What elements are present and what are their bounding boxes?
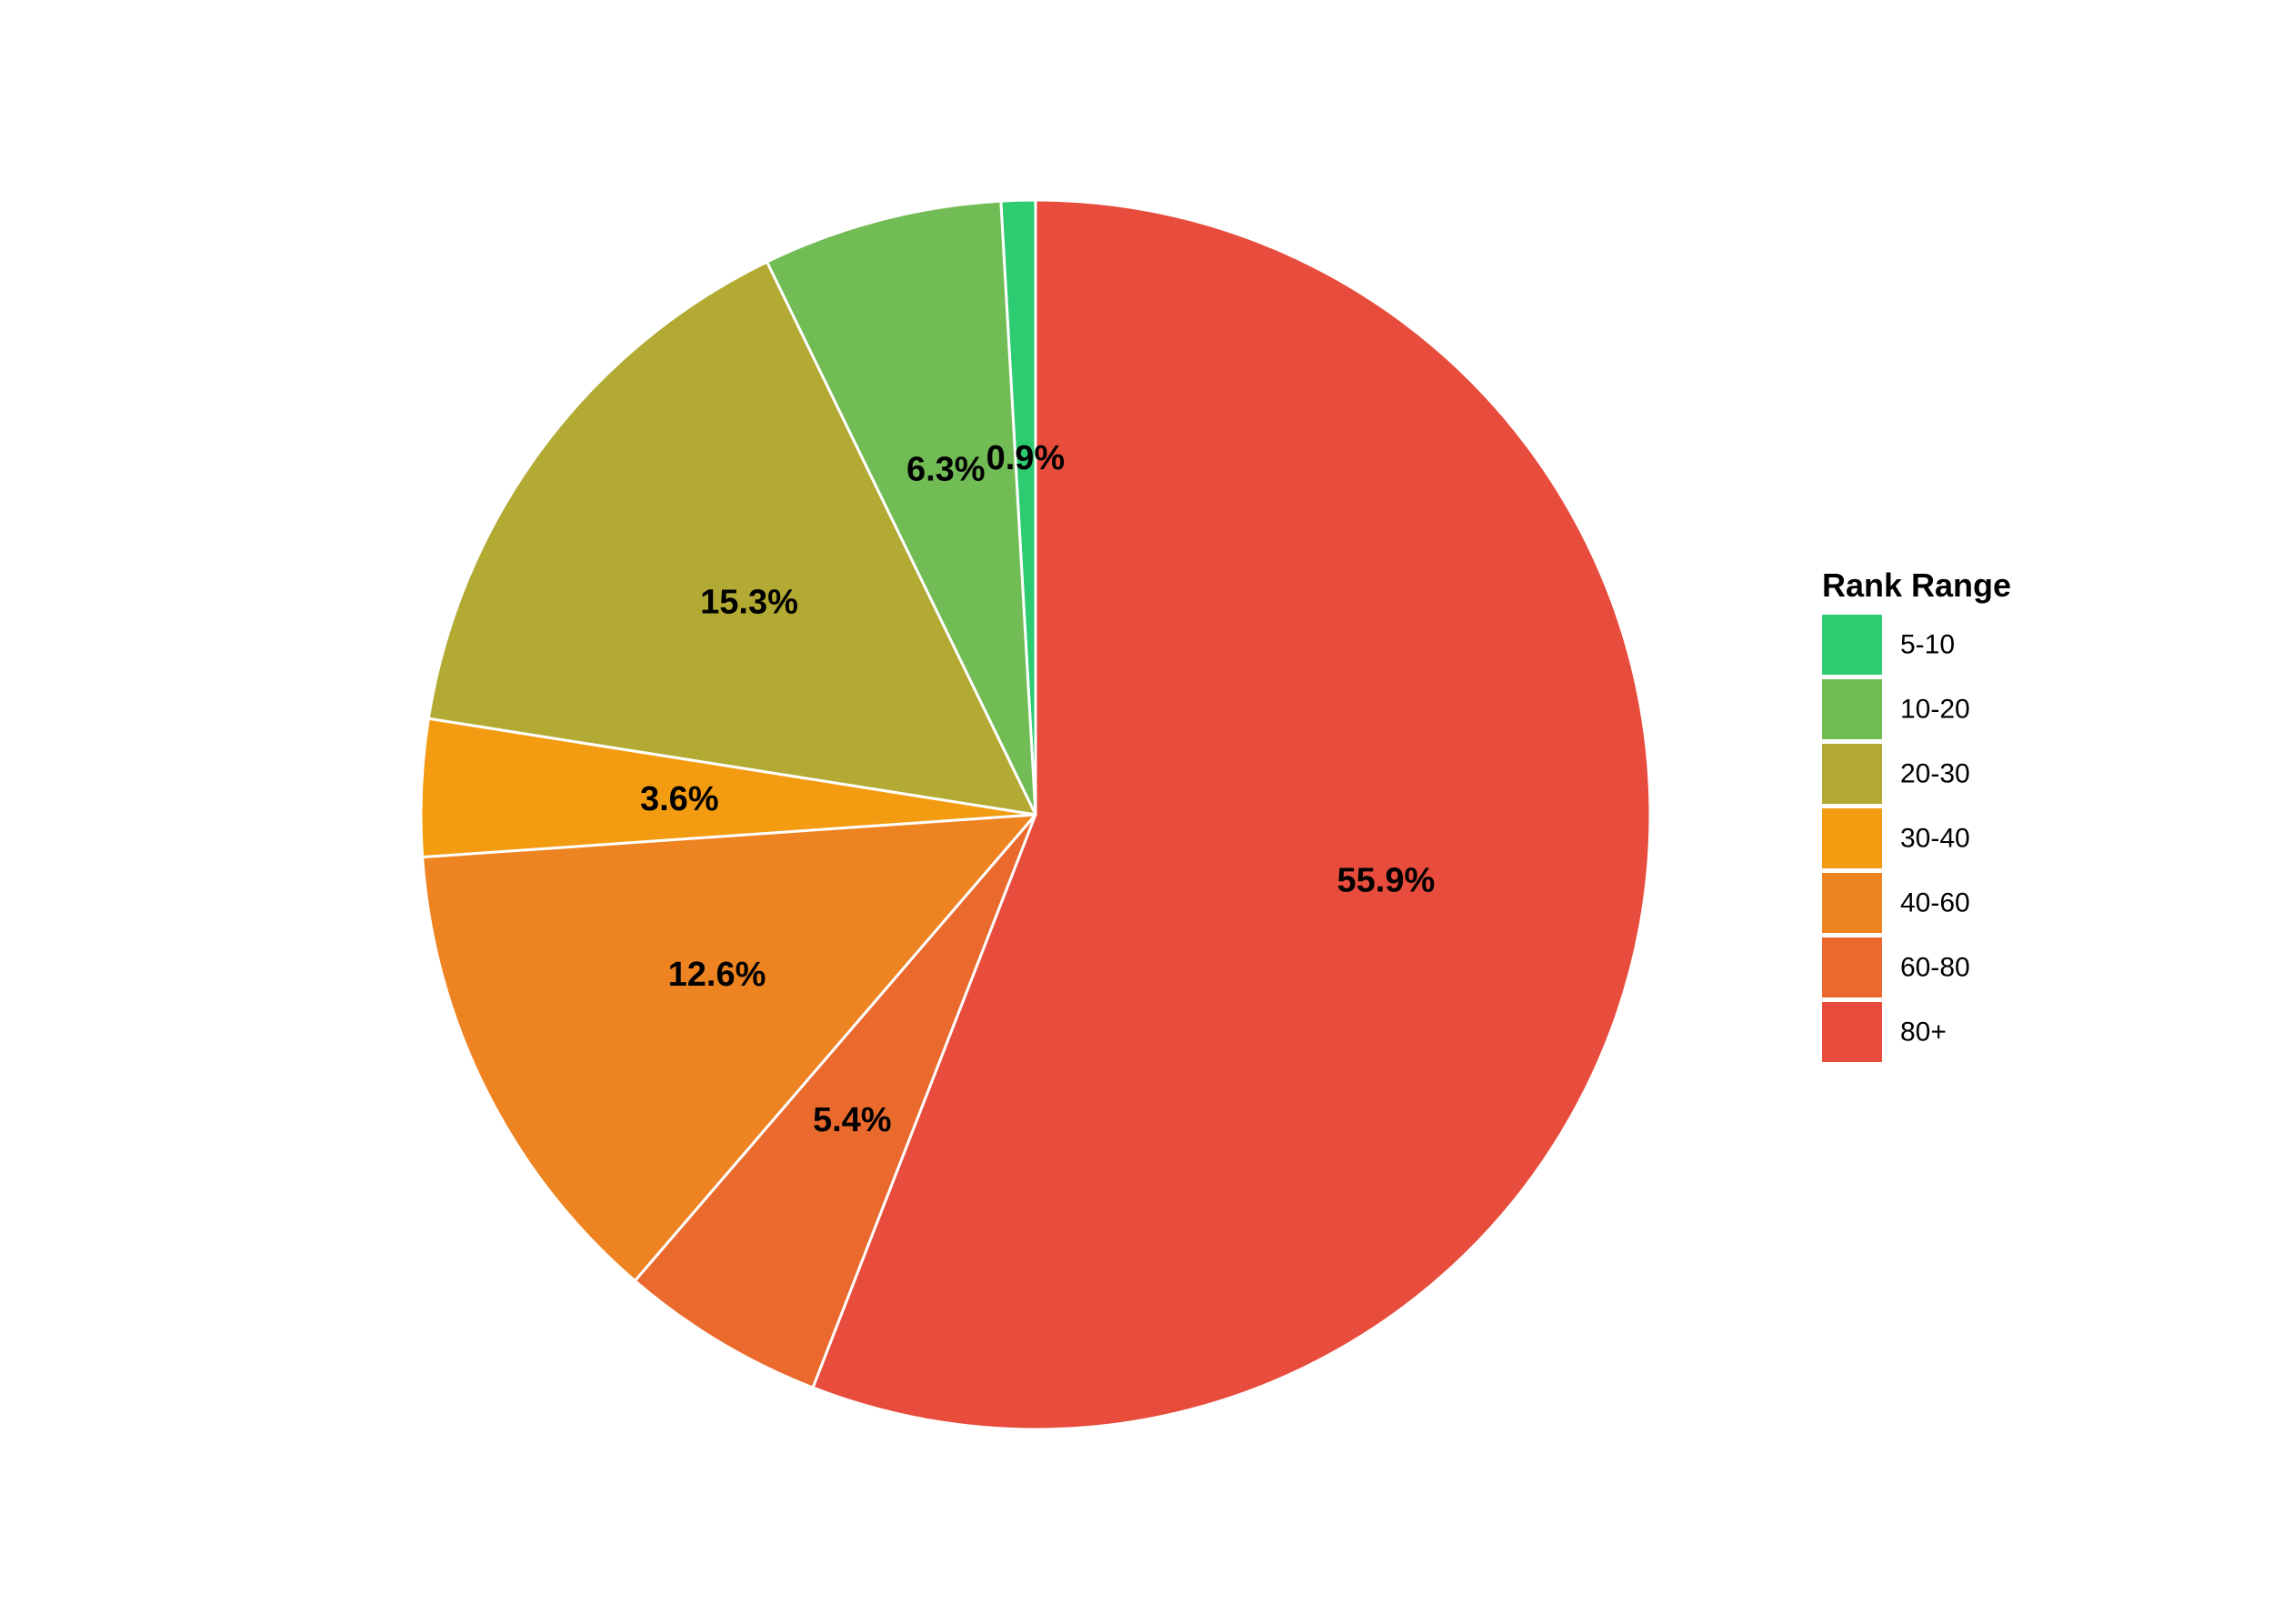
slice-label-40-60: 12.6% [668,956,766,994]
legend-label-80+: 80+ [1900,1018,1947,1048]
legend-label-60-80: 60-80 [1900,953,1970,983]
legend-swatch-80+ [1822,1002,1882,1062]
legend-swatch-40-60 [1822,873,1882,933]
pie-slice-80+ [811,198,1652,1431]
legend: Rank Range 5-10 10-20 20-30 30-40 40-60 60-80… [1822,566,2011,1062]
legend-label-5-10: 5-10 [1900,630,1955,660]
pie-slices [419,198,1652,1431]
slice-label-10-20: 6.3% [906,451,986,489]
legend-label-30-40: 30-40 [1900,824,1970,854]
pie-slice-10-20 [766,199,1037,817]
legend-title: Rank Range [1822,566,2011,604]
slice-label-60-80: 5.4% [813,1101,892,1139]
legend-swatch-20-30 [1822,744,1882,804]
slice-label-30-40: 3.6% [640,780,719,818]
pie-slice-labels: 0.9%6.3% 15.3% 3.6% 12.6% 5.4% 55.9% [640,439,1435,1139]
legend-swatch-5-10 [1822,615,1882,675]
slice-label-20-30: 15.3% [700,584,798,622]
legend-label-40-60: 40-60 [1900,888,1970,918]
legend-swatch-10-20 [1822,679,1882,739]
pie-slice-60-80 [633,813,1037,1389]
legend-label-10-20: 10-20 [1900,695,1970,725]
pie-slice-20-30 [426,260,1037,817]
legend-label-20-30: 20-30 [1900,759,1970,789]
legend-swatch-30-40 [1822,808,1882,868]
legend-swatch-60-80 [1822,937,1882,997]
slice-label-80+: 55.9% [1337,861,1436,899]
legend-items: 5-10 10-20 20-30 30-40 40-60 60-80 80+ [1822,615,1970,1062]
pie-slice-40-60 [421,813,1037,1283]
slice-label-5-10: 0.9% [986,439,1066,477]
